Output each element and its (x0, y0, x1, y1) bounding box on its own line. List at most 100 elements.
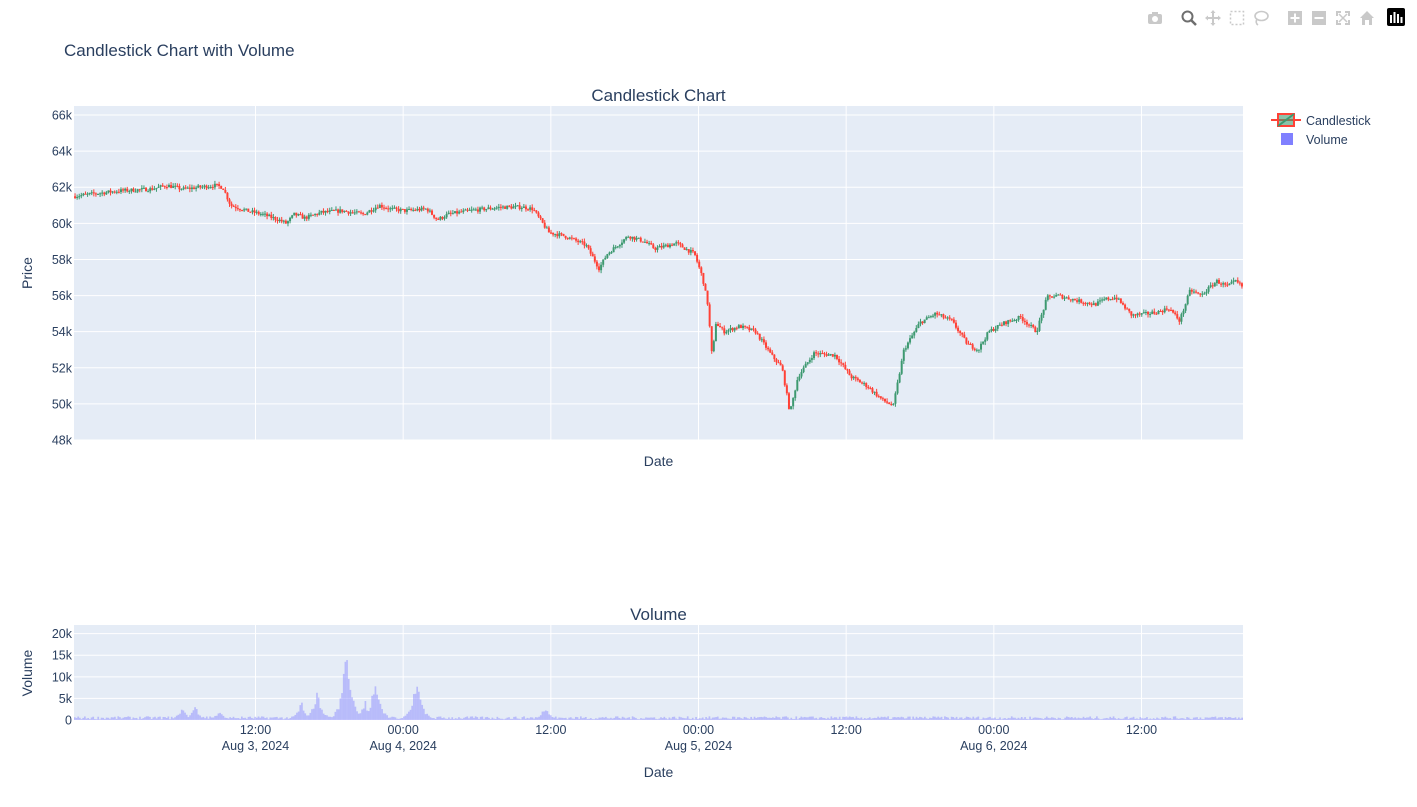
candle[interactable] (203, 184, 206, 190)
candle[interactable] (403, 209, 406, 214)
candle[interactable] (1203, 291, 1206, 295)
candle[interactable] (969, 342, 972, 346)
candle[interactable] (483, 206, 486, 212)
zoom-icon[interactable] (1179, 8, 1199, 28)
candle[interactable] (90, 190, 93, 196)
candle[interactable] (902, 347, 905, 365)
candle[interactable] (1209, 282, 1212, 289)
candle[interactable] (349, 209, 352, 216)
candle[interactable] (641, 241, 644, 243)
candle[interactable] (677, 240, 680, 246)
candle[interactable] (516, 205, 519, 207)
candle[interactable] (679, 241, 682, 248)
candle[interactable] (725, 329, 728, 335)
candle[interactable] (1215, 278, 1218, 286)
candle[interactable] (337, 208, 340, 216)
candle[interactable] (917, 321, 920, 329)
candle[interactable] (927, 315, 930, 319)
candle[interactable] (460, 209, 463, 213)
candle[interactable] (276, 216, 279, 224)
candle[interactable] (1169, 307, 1172, 312)
candle[interactable] (193, 185, 196, 190)
candle[interactable] (1205, 289, 1208, 296)
candle[interactable] (564, 235, 567, 240)
candle[interactable] (904, 345, 907, 352)
candle[interactable] (892, 403, 895, 406)
candle[interactable] (992, 327, 995, 332)
candle[interactable] (205, 184, 208, 191)
candle[interactable] (848, 368, 851, 376)
candle[interactable] (579, 239, 582, 244)
candle[interactable] (1000, 322, 1003, 327)
candle[interactable] (533, 207, 536, 212)
reset-axes-icon[interactable] (1357, 8, 1377, 28)
candle[interactable] (1195, 289, 1198, 294)
candle[interactable] (251, 207, 254, 215)
candle[interactable] (176, 183, 179, 188)
candle[interactable] (1140, 312, 1143, 317)
candle[interactable] (602, 259, 605, 268)
candle[interactable] (1013, 318, 1016, 322)
candle[interactable] (898, 372, 901, 384)
candle[interactable] (86, 192, 89, 197)
candle[interactable] (326, 208, 329, 214)
candle[interactable] (608, 251, 611, 256)
candle[interactable] (224, 186, 227, 194)
candle[interactable] (197, 183, 200, 189)
candle[interactable] (925, 315, 928, 321)
candle[interactable] (748, 324, 751, 333)
candle[interactable] (1046, 293, 1049, 302)
candle[interactable] (593, 253, 596, 264)
candle[interactable] (1057, 293, 1060, 296)
candle[interactable] (765, 340, 768, 351)
candle[interactable] (309, 212, 312, 218)
candle[interactable] (1163, 305, 1166, 314)
candle[interactable] (944, 315, 947, 319)
candle[interactable] (1151, 309, 1154, 315)
candle[interactable] (685, 246, 688, 251)
candle[interactable] (1111, 296, 1114, 301)
candle[interactable] (587, 244, 590, 250)
candle[interactable] (547, 225, 550, 233)
candle[interactable] (541, 217, 544, 224)
candle[interactable] (479, 206, 482, 215)
candle[interactable] (623, 238, 626, 244)
candle[interactable] (959, 330, 962, 336)
candle[interactable] (387, 205, 390, 213)
candle[interactable] (819, 350, 822, 358)
candle[interactable] (1153, 308, 1156, 315)
candle[interactable] (873, 391, 876, 396)
candle[interactable] (351, 210, 354, 214)
candle[interactable] (1030, 322, 1033, 329)
candle[interactable] (211, 184, 214, 191)
candle[interactable] (1172, 309, 1175, 314)
candle[interactable] (232, 204, 235, 207)
candle[interactable] (1167, 308, 1170, 312)
candle[interactable] (195, 185, 198, 192)
candle[interactable] (449, 210, 452, 217)
candle[interactable] (1220, 282, 1223, 287)
candle[interactable] (900, 358, 903, 376)
candle[interactable] (105, 190, 108, 195)
candle[interactable] (595, 259, 598, 270)
candle[interactable] (1105, 297, 1108, 301)
candle[interactable] (132, 187, 135, 193)
candle[interactable] (1121, 301, 1124, 306)
candle[interactable] (808, 357, 811, 364)
candle[interactable] (524, 204, 527, 212)
candle[interactable] (447, 210, 450, 215)
candle[interactable] (508, 205, 511, 208)
candle[interactable] (518, 202, 521, 211)
candle[interactable] (234, 204, 237, 212)
candle[interactable] (545, 225, 548, 229)
candle[interactable] (1211, 282, 1214, 289)
candle[interactable] (97, 193, 100, 195)
candle[interactable] (1142, 309, 1145, 314)
candle[interactable] (522, 203, 525, 209)
candle[interactable] (1147, 310, 1150, 318)
candle[interactable] (863, 381, 866, 386)
candle[interactable] (330, 207, 333, 211)
candle[interactable] (295, 212, 298, 218)
candle[interactable] (731, 327, 734, 333)
candle[interactable] (984, 337, 987, 346)
